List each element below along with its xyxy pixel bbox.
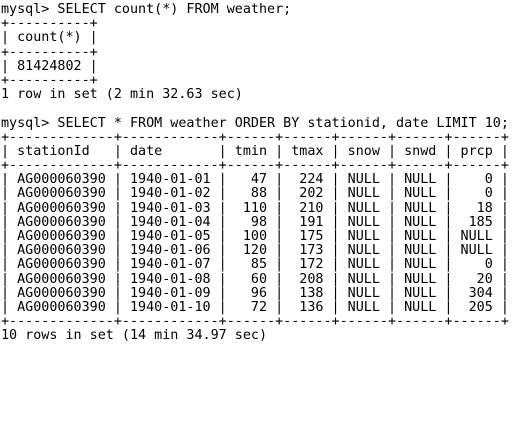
prompt-line-select-query: mysql> SELECT * FROM weather ORDER BY st… <box>1 115 509 131</box>
table-border: +----------+ <box>1 72 98 88</box>
table-row: | AG000060390 | 1940-01-04 | 98 | 191 | … <box>1 214 509 230</box>
table-row: | 81424802 | <box>1 58 98 74</box>
blank-line <box>0 102 527 116</box>
result-summary: 1 row in set (2 min 32.63 sec) <box>1 87 243 103</box>
table-border: +-------------+------------+------+-----… <box>1 129 509 145</box>
table-border: +----------+ <box>1 16 98 32</box>
table-header-row: | count(*) | <box>1 30 98 46</box>
table-row: | AG000060390 | 1940-01-07 | 85 | 172 | … <box>1 257 509 273</box>
table-row: | AG000060390 | 1940-01-01 | 47 | 224 | … <box>1 172 509 188</box>
blank-line <box>0 358 527 372</box>
prompt-line-count-query: mysql> SELECT count(*) FROM weather; <box>1 2 292 17</box>
table-row: | AG000060390 | 1940-01-03 | 110 | 210 |… <box>1 200 509 216</box>
table-row: | AG000060390 | 1940-01-02 | 88 | 202 | … <box>1 186 509 202</box>
table-row: | AG000060390 | 1940-01-10 | 72 | 136 | … <box>1 299 509 315</box>
table-header-row: | stationId | date | tmin | tmax | snow … <box>1 143 509 159</box>
table-border: +-------------+------------+------+-----… <box>1 158 509 174</box>
result-summary: 10 rows in set (14 min 34.97 sec) <box>1 328 268 344</box>
table-row: | AG000060390 | 1940-01-06 | 120 | 173 |… <box>1 243 509 259</box>
table-border: +-------------+------------+------+-----… <box>1 314 509 330</box>
table-row: | AG000060390 | 1940-01-05 | 100 | 175 |… <box>1 229 509 244</box>
table-row: | AG000060390 | 1940-01-08 | 60 | 208 | … <box>1 271 509 287</box>
blank-line <box>0 344 527 358</box>
table-border: +----------+ <box>1 44 98 60</box>
table-row: | AG000060390 | 1940-01-09 | 96 | 138 | … <box>1 285 509 301</box>
